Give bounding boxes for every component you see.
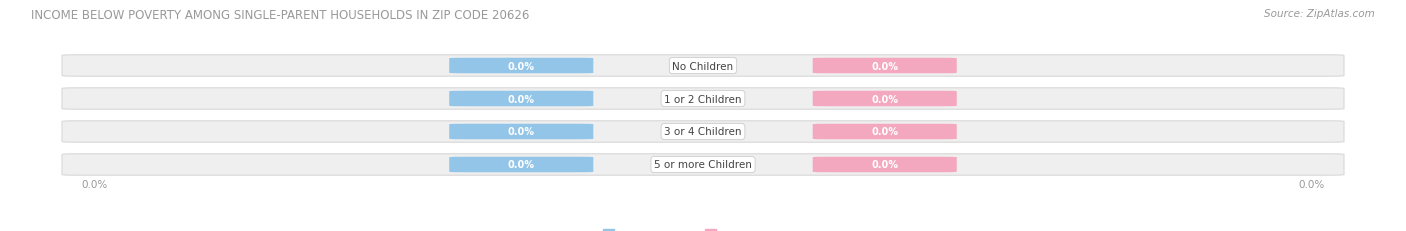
FancyBboxPatch shape (450, 157, 593, 173)
Text: INCOME BELOW POVERTY AMONG SINGLE-PARENT HOUSEHOLDS IN ZIP CODE 20626: INCOME BELOW POVERTY AMONG SINGLE-PARENT… (31, 9, 529, 22)
Text: 0.0%: 0.0% (508, 61, 534, 71)
FancyBboxPatch shape (62, 154, 1344, 176)
Text: 0.0%: 0.0% (508, 94, 534, 104)
Text: 0.0%: 0.0% (872, 61, 898, 71)
Text: 5 or more Children: 5 or more Children (654, 160, 752, 170)
FancyBboxPatch shape (813, 58, 956, 74)
Text: 0.0%: 0.0% (508, 127, 534, 137)
Text: No Children: No Children (672, 61, 734, 71)
FancyBboxPatch shape (450, 58, 593, 74)
FancyBboxPatch shape (450, 124, 593, 140)
FancyBboxPatch shape (813, 124, 956, 140)
FancyBboxPatch shape (450, 91, 593, 107)
Text: 0.0%: 0.0% (1298, 179, 1324, 189)
FancyBboxPatch shape (62, 55, 1344, 77)
FancyBboxPatch shape (62, 88, 1344, 110)
Text: 0.0%: 0.0% (872, 127, 898, 137)
FancyBboxPatch shape (813, 157, 956, 173)
Text: 0.0%: 0.0% (82, 179, 108, 189)
Text: 0.0%: 0.0% (872, 94, 898, 104)
FancyBboxPatch shape (813, 91, 956, 107)
Text: 1 or 2 Children: 1 or 2 Children (664, 94, 742, 104)
Text: 3 or 4 Children: 3 or 4 Children (664, 127, 742, 137)
Legend: Single Father, Single Mother: Single Father, Single Mother (603, 229, 803, 231)
Text: 0.0%: 0.0% (508, 160, 534, 170)
FancyBboxPatch shape (62, 121, 1344, 143)
Text: Source: ZipAtlas.com: Source: ZipAtlas.com (1264, 9, 1375, 19)
Text: 0.0%: 0.0% (872, 160, 898, 170)
